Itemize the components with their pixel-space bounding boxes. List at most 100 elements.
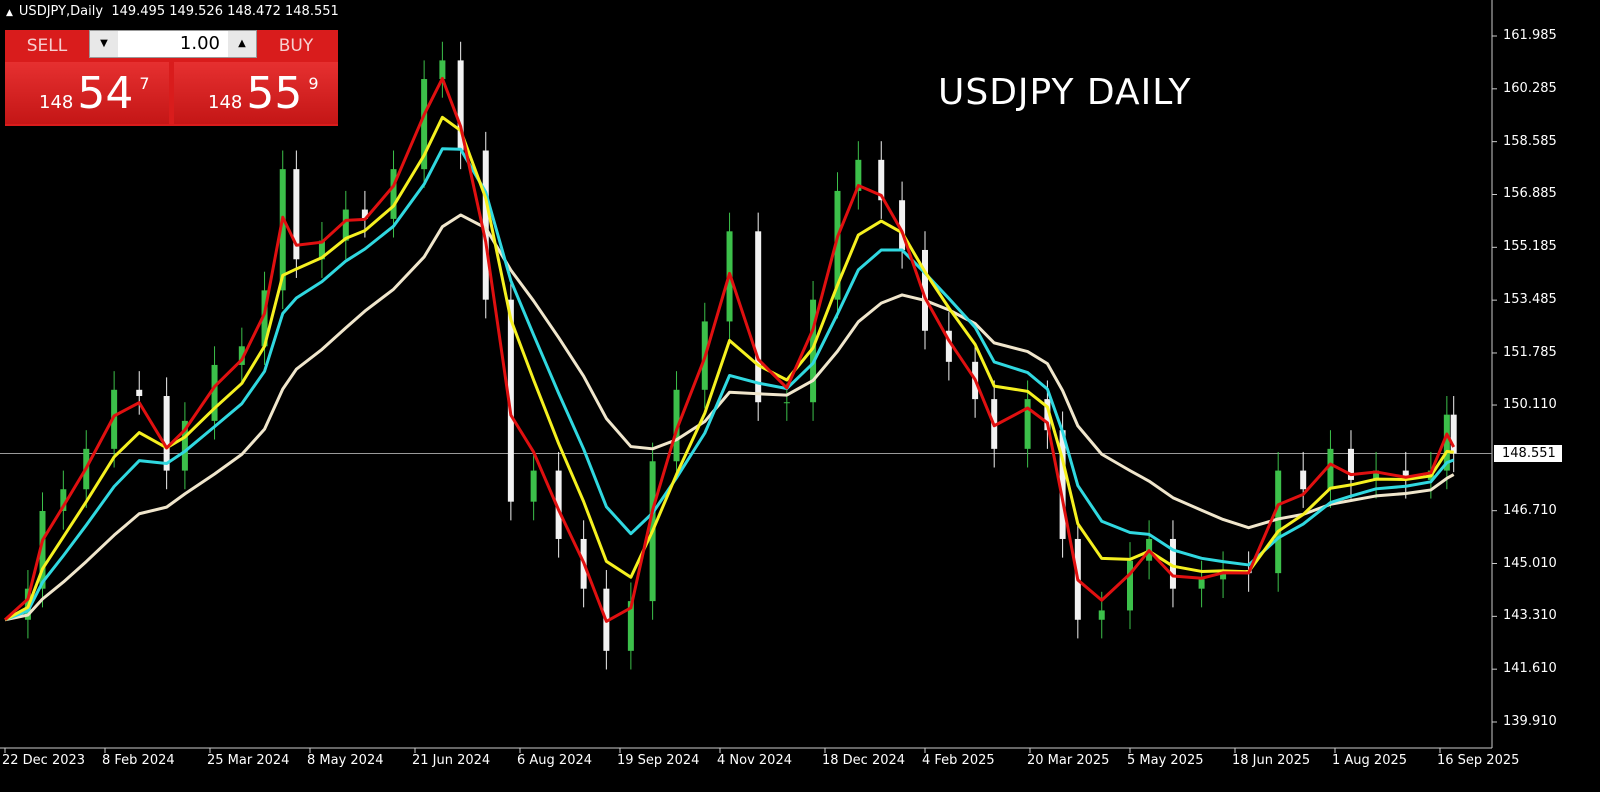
candle-body: [181, 420, 188, 471]
buy-price-main: 55: [246, 68, 303, 119]
candle-body: [1059, 430, 1066, 539]
y-tick-label: 161.985: [1503, 28, 1557, 43]
current-price-label: 148.551: [1494, 445, 1562, 462]
buy-button[interactable]: BUY: [278, 36, 314, 56]
candle-body: [1044, 399, 1051, 431]
candle-body: [1024, 399, 1031, 449]
candle-body: [530, 470, 537, 502]
x-tick-label: 6 Aug 2024: [517, 753, 593, 768]
x-tick-label: 22 Dec 2023: [2, 753, 86, 768]
candle-body: [390, 169, 397, 219]
ma-fast-line: [3, 76, 1456, 623]
candle-body: [555, 470, 562, 539]
candle-body: [1300, 470, 1307, 490]
x-tick-label: 1 Aug 2025: [1332, 753, 1408, 768]
candle-body: [261, 290, 268, 347]
y-tick-label: 145.010: [1503, 555, 1557, 571]
candle-body: [1402, 470, 1409, 480]
candle-body: [39, 510, 46, 589]
collapse-triangle-icon[interactable]: ▲: [6, 8, 13, 18]
candle-body: [293, 169, 300, 260]
ma-slow-line: [4, 147, 1455, 622]
candle-body: [279, 169, 286, 291]
candle-body: [878, 159, 885, 201]
lot-size-input[interactable]: 1.00: [179, 33, 220, 54]
x-tick-label: 18 Dec 2024: [822, 753, 906, 768]
y-tick-label: 143.310: [1503, 608, 1557, 624]
candle-body: [1220, 570, 1227, 580]
x-tick-label: 4 Nov 2024: [717, 753, 792, 768]
x-tick-label: 5 May 2025: [1127, 753, 1204, 768]
candle-body: [922, 249, 928, 331]
candle-body: [507, 299, 514, 502]
candle-body: [136, 389, 143, 397]
candle-body: [1347, 448, 1354, 480]
candle-body: [211, 364, 218, 421]
candle-body: [421, 79, 428, 170]
x-tick-label: 19 Sep 2024: [617, 753, 700, 768]
symbol-timeframe: USDJPY,Daily: [18, 4, 104, 19]
y-tick-label: 160.285: [1503, 80, 1557, 96]
x-tick-label: 8 Feb 2024: [102, 753, 175, 768]
x-tick-label: 18 Jun 2025: [1232, 753, 1311, 768]
y-tick-label: 139.910: [1503, 714, 1557, 729]
chart-title: USDJPY DAILY: [938, 72, 1192, 113]
candle-body: [1098, 610, 1105, 620]
sell-price-main: 54: [77, 68, 134, 119]
candle-body: [1275, 470, 1282, 574]
candle-body: [342, 209, 349, 241]
y-tick-label: 146.710: [1503, 502, 1557, 518]
candle-body: [810, 299, 817, 403]
x-tick-label: 21 Jun 2024: [412, 753, 491, 768]
candle-body: [1169, 538, 1176, 589]
ohlc-values: 149.495 149.526 148.472 148.551: [111, 4, 339, 19]
y-tick-label: 150.110: [1503, 397, 1557, 413]
y-tick-label: 141.610: [1503, 661, 1557, 677]
chart-header: ▲ USDJPY,Daily 149.495 149.526 148.472 14…: [6, 4, 339, 19]
decrease-lot-icon[interactable]: ▼: [90, 31, 118, 57]
candle-body: [1127, 560, 1133, 611]
candle-body: [238, 346, 245, 365]
y-tick-label: 153.485: [1503, 292, 1557, 308]
candle-body: [482, 150, 489, 300]
candle-body: [834, 190, 841, 300]
x-tick-label: 16 Sep 2025: [1437, 753, 1520, 768]
y-tick-label: 151.785: [1503, 344, 1557, 360]
candle-body: [855, 159, 862, 191]
candle-body: [945, 330, 952, 362]
sell-price-prefix: 148: [39, 92, 74, 113]
x-tick-label: 25 Mar 2024: [207, 753, 290, 768]
candle-body: [755, 231, 762, 403]
ma-long-line: [4, 213, 1455, 622]
candle-body: [163, 396, 170, 471]
buy-price-prefix: 148: [208, 92, 243, 113]
candle-body: [1327, 448, 1334, 490]
candle-body: [361, 209, 368, 219]
lot-size-stepper[interactable]: ▼ 1.00 ▲: [89, 30, 257, 58]
sell-price-point: 7: [139, 74, 150, 93]
candle-body: [899, 200, 906, 250]
buy-price-point: 9: [308, 74, 319, 93]
candle-body: [439, 60, 446, 80]
candle-body: [627, 601, 634, 651]
x-tick-label: 8 May 2024: [307, 753, 384, 768]
candle-body: [1373, 470, 1380, 480]
candle-body: [111, 389, 118, 449]
y-tick-label: 155.185: [1503, 239, 1557, 255]
ma-mid-line: [4, 115, 1454, 622]
candle-body: [318, 240, 325, 260]
sell-price-button[interactable]: 14854 7: [5, 62, 169, 124]
candle-body: [673, 389, 680, 462]
candle-body: [60, 489, 67, 511]
candle-body: [457, 60, 464, 151]
candle-body: [1450, 414, 1457, 454]
increase-lot-icon[interactable]: ▲: [228, 31, 256, 57]
candle-body: [783, 402, 790, 404]
one-click-trading-panel: SELL ▼ 1.00 ▲ BUY 14854 7 14855 9: [5, 30, 338, 126]
y-tick-label: 158.585: [1503, 133, 1557, 149]
x-tick-label: 4 Feb 2025: [922, 753, 995, 768]
sell-button[interactable]: SELL: [26, 36, 68, 56]
buy-price-button[interactable]: 14855 9: [174, 62, 338, 124]
y-tick-label: 156.885: [1503, 186, 1557, 202]
